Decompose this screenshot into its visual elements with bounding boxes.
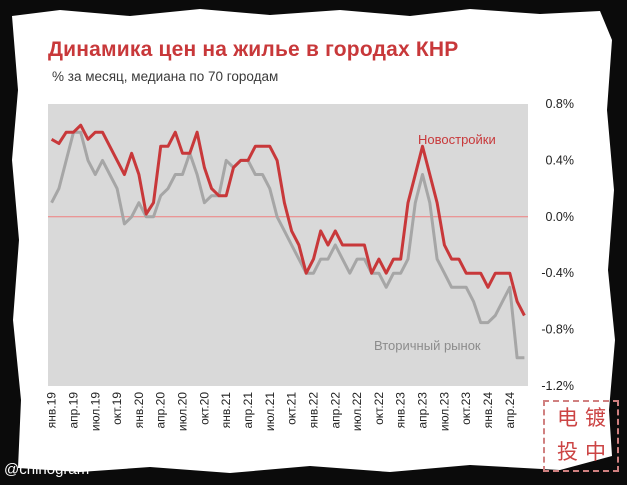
- x-tick-label: окт.20: [197, 392, 211, 425]
- x-tick-label: янв.20: [132, 392, 146, 429]
- y-tick-label: 0.8%: [546, 97, 575, 111]
- x-tick-label: апр.21: [241, 392, 255, 429]
- x-tick-label: июл.21: [263, 392, 277, 431]
- seal-char: 电: [557, 406, 578, 430]
- x-tick-label: янв.22: [306, 392, 320, 429]
- y-tick-label: -0.8%: [541, 323, 574, 337]
- plot-area: [48, 104, 528, 386]
- y-tick-label: 0.0%: [546, 210, 575, 224]
- x-tick-label: янв.23: [394, 392, 408, 429]
- y-tick-label: -0.4%: [541, 266, 574, 280]
- x-tick-label: июл.23: [437, 392, 451, 431]
- y-tick-label: -1.2%: [541, 379, 574, 393]
- seal-char: 投: [557, 440, 578, 464]
- x-tick-label: апр.24: [503, 392, 517, 429]
- x-tick-label: июл.20: [176, 392, 190, 431]
- x-tick-label: апр.20: [154, 392, 168, 429]
- series-label-new: Новостройки: [418, 132, 496, 147]
- x-axis: янв.19 апр.19 июл.19 окт.19 янв.20 апр.20 июл.…: [45, 392, 517, 431]
- x-tick-label: окт.19: [110, 392, 124, 425]
- x-tick-label: апр.19: [66, 392, 80, 429]
- series-lines: [50, 123, 526, 360]
- seal-char: 中: [585, 440, 606, 464]
- x-tick-label: янв.24: [481, 392, 495, 429]
- series-line-new-buildings: [50, 123, 526, 317]
- y-tick-label: 0.4%: [546, 153, 575, 167]
- seal-char: 镀: [585, 406, 606, 430]
- x-tick-label: янв.19: [45, 392, 59, 429]
- y-axis: 0.8% 0.4% 0.0% -0.4% -0.8% -1.2%: [541, 97, 574, 393]
- x-tick-label: окт.22: [372, 392, 386, 425]
- x-tick-label: окт.21: [285, 392, 299, 425]
- seal-stamp: 电 镀 投 中: [543, 400, 621, 472]
- chart-subtitle: % за месяц, медиана по 70 городам: [52, 69, 279, 84]
- x-tick-label: июл.19: [88, 392, 102, 431]
- series-line-secondary-market: [50, 130, 525, 360]
- chart-title: Динамика цен на жилье в городах КНР: [48, 38, 459, 61]
- x-tick-label: апр.22: [328, 392, 342, 429]
- series-label-secondary: Вторичный рынок: [374, 338, 481, 353]
- x-tick-label: янв.21: [219, 392, 233, 429]
- x-tick-label: окт.23: [459, 392, 473, 425]
- seal-border: [543, 400, 619, 472]
- watermark-text: @chinogram: [4, 461, 90, 478]
- x-tick-label: апр.23: [416, 392, 430, 429]
- x-tick-label: июл.22: [350, 392, 364, 431]
